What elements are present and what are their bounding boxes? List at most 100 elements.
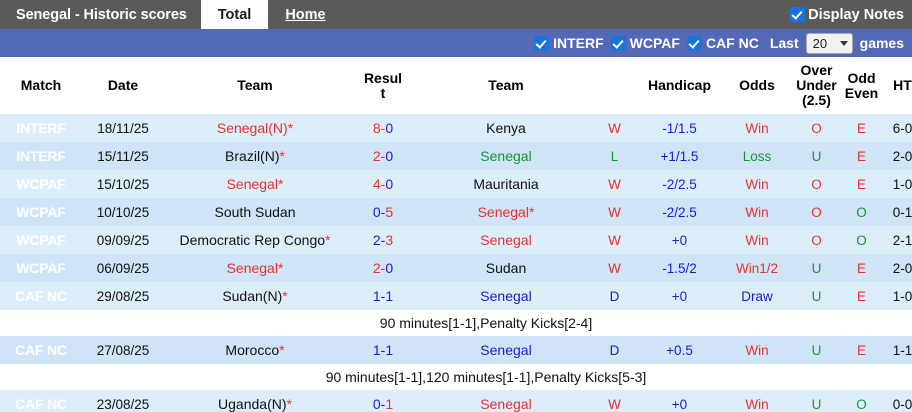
col-header-result-line1: Resul [363, 69, 403, 86]
table-row[interactable]: CAF NC 23/08/25 Uganda(N)* 0-1 Senegal W +0 Win… [0, 390, 912, 412]
away-team[interactable]: Sudan [420, 254, 592, 283]
col-header-date[interactable]: Date [82, 57, 164, 115]
match-competition-badge: INTERF [0, 114, 82, 143]
away-team-name: Senegal [480, 232, 532, 249]
over-under-25-value: O [792, 170, 841, 199]
ou25-line2: Under [796, 77, 837, 94]
col-header-team-away[interactable]: Team [420, 57, 592, 115]
table-row[interactable]: WCPAF 10/10/25 South Sudan 0-5 Senegal* W -2/2… [0, 198, 912, 227]
match-outcome-letter: W [592, 170, 637, 199]
col-header-result[interactable]: Resul t [346, 57, 420, 115]
match-competition-badge: INTERF [0, 142, 82, 171]
home-team[interactable]: Democratic Rep Congo* [164, 226, 346, 255]
match-result-score: 0-1 [346, 390, 420, 412]
home-team-star-icon: * [279, 148, 285, 165]
home-team[interactable]: Morocco* [164, 336, 346, 365]
filter-cafnc[interactable]: CAF NC [686, 35, 759, 51]
table-header: Match Date Team Resul t Team Handicap Od… [0, 57, 912, 115]
away-team[interactable]: Senegal* [420, 198, 592, 227]
home-team-name: Senegal(N) [216, 120, 288, 137]
table-row[interactable]: WCPAF 06/09/25 Senegal* 2-0 Sudan W -1.5/2 Win1… [0, 254, 912, 283]
col-header-match[interactable]: Match [0, 57, 82, 115]
away-team[interactable]: Senegal [420, 282, 592, 311]
odds-result: Win [722, 336, 792, 365]
away-team[interactable]: Senegal [420, 390, 592, 412]
table-row[interactable]: CAF NC 27/08/25 Morocco* 1-1 Senegal D +0.5 Win… [0, 336, 912, 365]
home-team[interactable]: Sudan(N)* [164, 282, 346, 311]
score-away: 0 [385, 176, 394, 193]
odd-even-value: E [841, 114, 882, 143]
home-team[interactable]: Uganda(N)* [164, 390, 346, 412]
display-notes-group[interactable]: Display Notes [790, 0, 912, 29]
away-team[interactable]: Mauritania [420, 170, 592, 199]
half-time-score: 0-0 [882, 390, 912, 412]
odds-result: Win [722, 114, 792, 143]
table-row[interactable]: CAF NC 29/08/25 Sudan(N)* 1-1 Senegal D +0 Draw… [0, 282, 912, 311]
home-team-name: Senegal [226, 176, 278, 193]
score-separator: - [380, 232, 386, 249]
col-header-ht[interactable]: HT [882, 57, 912, 115]
score-home: 2 [372, 148, 381, 165]
away-team-name: Senegal [477, 204, 529, 221]
col-header-odd-even[interactable]: Odd Even [841, 57, 882, 115]
wcpaf-checkbox[interactable] [610, 35, 626, 51]
home-team[interactable]: South Sudan [164, 198, 346, 227]
handicap-value: +1/1.5 [637, 142, 722, 171]
filter-bar: INTERF WCPAF CAF NC Last 20 games [0, 29, 912, 57]
over-under-25-value: U [792, 390, 841, 412]
odd-even-value: E [841, 282, 882, 311]
away-team[interactable]: Kenya [420, 114, 592, 143]
last-label: Last [769, 35, 799, 51]
away-team[interactable]: Senegal [420, 336, 592, 365]
home-team-name: Sudan(N) [222, 288, 283, 305]
half-time-score: 2-1 [882, 226, 912, 255]
display-notes-checkbox[interactable] [790, 7, 806, 22]
away-team[interactable]: Senegal [420, 226, 592, 255]
cafnc-checkbox[interactable] [686, 35, 702, 51]
col-header-over-under-25[interactable]: Over Under (2.5) [792, 57, 841, 115]
half-time-score: 6-0 [882, 114, 912, 143]
table-row[interactable]: INTERF 18/11/25 Senegal(N)* 8-0 Kenya W -1/1.5… [0, 114, 912, 143]
filter-wcpaf[interactable]: WCPAF [610, 35, 680, 51]
score-home: 4 [372, 176, 381, 193]
games-count-select[interactable]: 20 [805, 32, 853, 54]
match-date: 06/09/25 [82, 254, 164, 283]
half-time-score: 2-0 [882, 142, 912, 171]
odds-result: Win [722, 226, 792, 255]
odd-even-value: E [841, 336, 882, 365]
table-row[interactable]: INTERF 15/11/25 Brazil(N)* 2-0 Senegal L +1/1.… [0, 142, 912, 171]
tab-home[interactable]: Home [285, 6, 326, 23]
home-team-star-icon: * [277, 260, 284, 277]
home-team-name: Morocco [225, 342, 280, 359]
handicap-value: +0.5 [637, 336, 722, 365]
match-result-score: 1-1 [346, 282, 420, 311]
filter-interf[interactable]: INTERF [534, 35, 604, 51]
table-header-row: Match Date Team Resul t Team Handicap Od… [0, 57, 912, 115]
match-outcome-letter: W [592, 114, 637, 143]
match-outcome-letter: D [592, 282, 637, 311]
col-header-handicap[interactable]: Handicap [637, 57, 722, 115]
away-team[interactable]: Senegal [420, 142, 592, 171]
home-team[interactable]: Senegal* [164, 170, 346, 199]
interf-checkbox[interactable] [534, 35, 550, 51]
home-team[interactable]: Senegal(N)* [164, 114, 346, 143]
table-row[interactable]: WCPAF 15/10/25 Senegal* 4-0 Mauritania W -2/2.… [0, 170, 912, 199]
score-away: 1 [385, 396, 394, 412]
match-date: 15/11/25 [82, 142, 164, 171]
over-under-25-value: U [792, 142, 841, 171]
away-team-name: Senegal [480, 342, 532, 359]
over-under-25-value: O [792, 226, 841, 255]
score-separator: - [380, 176, 386, 193]
col-header-team-home[interactable]: Team [164, 57, 346, 115]
tab-total[interactable]: Total [200, 0, 269, 29]
match-date: 09/09/25 [82, 226, 164, 255]
home-team[interactable]: Brazil(N)* [164, 142, 346, 171]
table-row[interactable]: WCPAF 09/09/25 Democratic Rep Congo* 2-3 Sen… [0, 226, 912, 255]
match-outcome-letter: W [592, 390, 637, 412]
col-header-odds[interactable]: Odds [722, 57, 792, 115]
score-away: 0 [385, 120, 394, 137]
table-body: INTERF 18/11/25 Senegal(N)* 8-0 Kenya W -1/1.5… [0, 114, 912, 412]
match-note-text: 90 minutes[1-1],120 minutes[1-1],Penalty… [0, 364, 912, 391]
home-team[interactable]: Senegal* [164, 254, 346, 283]
